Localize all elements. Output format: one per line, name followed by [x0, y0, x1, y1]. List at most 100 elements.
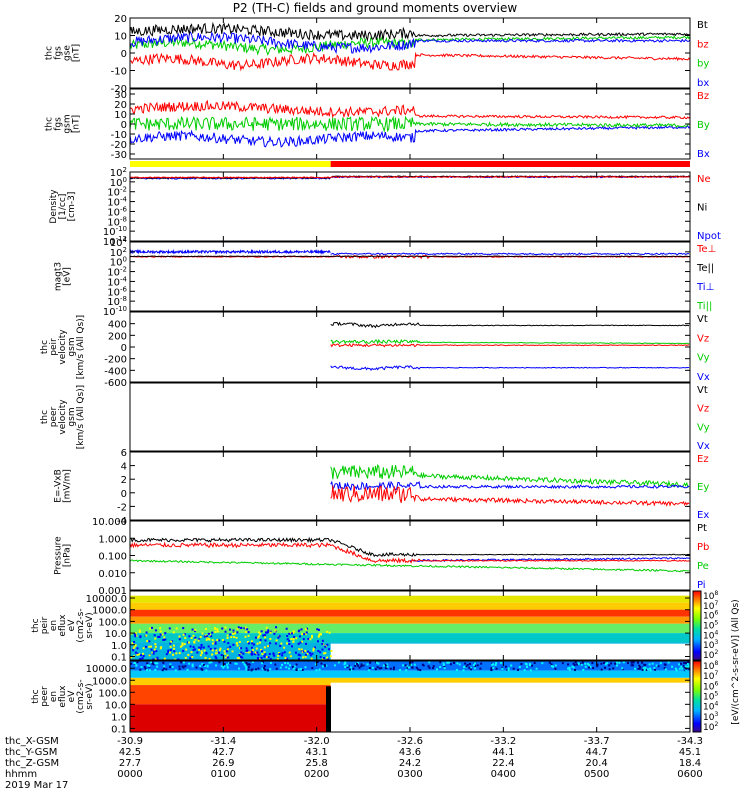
spec-speckle [580, 663, 583, 666]
spec-speckle [288, 639, 291, 642]
legend-te: Te⊥ [696, 244, 716, 255]
spec-speckle [236, 627, 239, 630]
spec-speckle [655, 664, 658, 667]
spec-speckle [294, 651, 297, 654]
y-axis-label-line: gse [63, 45, 73, 61]
spec-speckle [346, 664, 349, 667]
spec-band [130, 670, 690, 678]
spec-speckle [200, 667, 203, 670]
panel-frame [129, 171, 691, 242]
spec-speckle [136, 661, 139, 664]
spec-speckle [290, 632, 293, 635]
spec-speckle [216, 630, 219, 633]
spec-speckle [153, 648, 156, 651]
series-vt [330, 321, 690, 329]
spec-speckle [310, 657, 313, 660]
y-axis-label-line: thc [45, 117, 55, 131]
spec-speckle [198, 648, 201, 651]
spec-speckle [226, 648, 229, 651]
spec-speckle [178, 668, 181, 671]
spec-speckle [501, 667, 504, 670]
spec-speckle [407, 666, 410, 669]
spec-speckle [422, 664, 425, 667]
spec-speckle [533, 661, 536, 664]
series-pi [409, 556, 691, 563]
spec-speckle [165, 653, 168, 656]
spec-speckle [181, 665, 184, 668]
spec-speckle [136, 647, 139, 650]
spec-speckle [257, 636, 260, 639]
legend-bx: Bx [697, 149, 710, 160]
spec-speckle [317, 649, 320, 652]
spec-speckle [145, 634, 148, 637]
spec-speckle [615, 664, 618, 667]
panel-7: 6 4 2 0 -2 -4 E=-VxB [mV/m] Ez Ey Ex [54, 448, 710, 527]
y-axis-label-line: eV [67, 690, 77, 703]
orbit-value: 44.7 [586, 747, 608, 758]
orbit-value: 0400 [491, 769, 516, 780]
y-tick-label: 10-12 [103, 235, 127, 248]
spec-speckle [217, 651, 220, 654]
y-tick-label: 1000.0 [92, 676, 127, 687]
spec-speckle [688, 664, 691, 667]
y-axis-label-line: peer [40, 686, 50, 707]
spec-speckle [227, 642, 230, 645]
spec-speckle [517, 668, 520, 671]
spec-speckle [479, 667, 482, 670]
spec-speckle [286, 634, 289, 637]
spec-speckle [289, 655, 292, 658]
spec-speckle [250, 653, 253, 656]
spec-speckle [224, 626, 227, 629]
y-axis-label-line: magt3 [54, 262, 64, 291]
spec-speckle [468, 662, 471, 665]
y-axis-label-line: E=-VxB [54, 469, 64, 503]
spec-speckle [238, 667, 241, 670]
spec-speckle [148, 664, 151, 667]
spec-speckle [146, 669, 149, 672]
spec-speckle [211, 653, 214, 656]
spec-speckle [296, 668, 299, 671]
series-bx [129, 31, 691, 55]
spec-speckle [145, 645, 148, 648]
spec-speckle [524, 662, 527, 665]
spec-speckle [201, 663, 204, 666]
series-te-para [129, 255, 691, 258]
orbit-row-label: thc_Y-GSM [5, 747, 57, 758]
spec-speckle [235, 662, 238, 665]
spec-speckle [157, 635, 160, 638]
spec-speckle [568, 666, 571, 669]
spec-speckle [264, 636, 267, 639]
spec-speckle [182, 649, 185, 652]
spec-speckle [663, 667, 666, 670]
y-axis-label-line: [eV] [63, 267, 73, 286]
spec-speckle [550, 663, 553, 666]
spec-speckle [291, 665, 294, 668]
spec-speckle [404, 664, 407, 667]
spec-speckle [236, 644, 239, 647]
spec-speckle [541, 662, 544, 665]
spec-speckle [216, 628, 219, 631]
legend-vt: Vt [697, 385, 708, 396]
spec-speckle [223, 650, 226, 653]
y-axis-label-line: Density [49, 189, 59, 224]
spec-speckle [188, 635, 191, 638]
spec-speckle [681, 667, 684, 670]
spec-speckle [293, 635, 296, 638]
orbit-value: 26.9 [212, 758, 234, 769]
y-axis-label-line: peer [49, 406, 59, 427]
orbit-value: 0500 [584, 769, 609, 780]
spec-band [130, 602, 690, 610]
spec-speckle [269, 630, 272, 633]
spec-speckle [281, 652, 284, 655]
spec-speckle [211, 642, 214, 645]
spec-speckle [368, 667, 371, 670]
plot-title: P2 (TH-C) fields and ground moments over… [232, 1, 518, 15]
orbit-value: 25.8 [306, 758, 328, 769]
spec-speckle [154, 658, 157, 661]
spec-speckle [188, 662, 191, 665]
spec-speckle [261, 667, 264, 670]
spec-speckle [211, 649, 214, 652]
y-tick-label: 100 [110, 256, 127, 269]
spec-speckle [300, 628, 303, 631]
spec-speckle [347, 664, 350, 667]
